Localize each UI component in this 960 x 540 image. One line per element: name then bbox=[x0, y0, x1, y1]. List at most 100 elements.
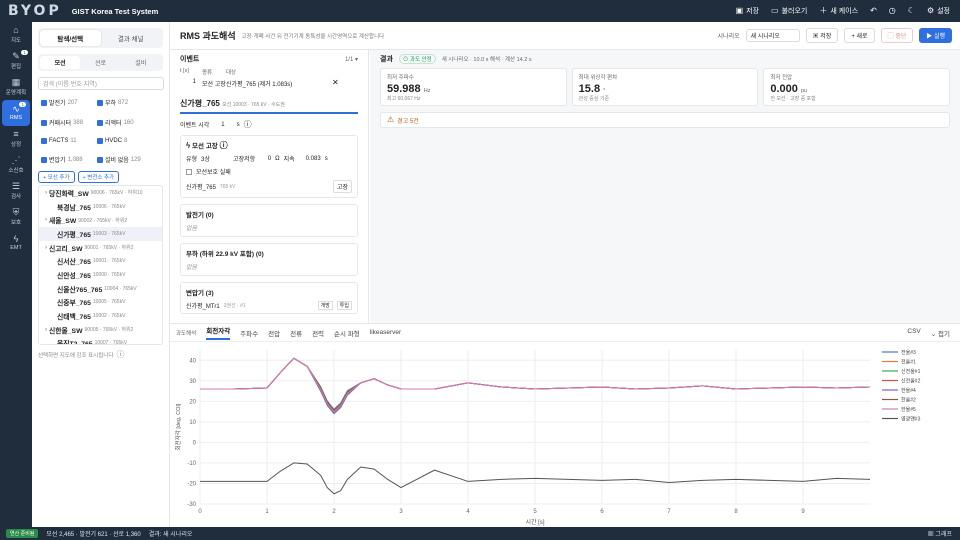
undo-button[interactable]: ↶ bbox=[870, 7, 877, 15]
filter-checkbox[interactable]: 부하 872 bbox=[97, 98, 157, 107]
run-button[interactable]: ▶ 실행 bbox=[919, 28, 952, 43]
info-icon: ⓘ bbox=[219, 141, 228, 150]
theme-button[interactable]: ☾ bbox=[908, 7, 915, 15]
list-item[interactable]: › 신한울_SW 90005 · 765kV · 하위2 bbox=[45, 326, 134, 335]
save-top-button[interactable]: ▣ 저장 bbox=[735, 6, 760, 16]
filter-checkbox[interactable]: FACTS 11 bbox=[41, 138, 93, 144]
list-item[interactable]: › 신고리_SW 90001 · 765kV · 하위2 bbox=[45, 244, 134, 253]
rail-item-7[interactable]: ⛨ 보호 bbox=[10, 207, 22, 227]
csv-button[interactable]: CSV bbox=[907, 327, 921, 335]
series-line bbox=[200, 462, 871, 495]
app-logo: BYOP bbox=[8, 3, 62, 19]
folder-icon: ▭ bbox=[771, 6, 779, 15]
events-pager[interactable]: 1/1 ▾ bbox=[344, 56, 358, 63]
add-bus-button[interactable]: + 모선 추가 bbox=[38, 171, 75, 183]
rail-item-2[interactable]: ▦ 운영계획 bbox=[5, 77, 27, 97]
fault-target-button[interactable]: 고장 bbox=[332, 180, 352, 193]
events-table: t [s] 종류 대상 1 모선 고장 신가평_765 (제거 1.083s) … bbox=[180, 68, 358, 88]
fault-duration-input[interactable]: 0.083 bbox=[305, 155, 321, 162]
tab-chart-3[interactable]: 전류 bbox=[290, 330, 303, 338]
fault-r-input[interactable]: 0 bbox=[267, 155, 272, 162]
close-button[interactable]: 투입 bbox=[336, 301, 352, 310]
scenario-save-button[interactable]: ▣ 저장 bbox=[805, 28, 839, 43]
list-item[interactable]: 신태백_765 10002 · 765kV bbox=[57, 313, 126, 322]
rail-item-0[interactable]: ⌂ 지도 bbox=[10, 25, 22, 45]
list-item[interactable]: › 새울_SW 90002 · 765kV · 하위2 bbox=[45, 217, 128, 226]
rail-item-4[interactable]: ≡ 상정 bbox=[10, 129, 22, 149]
tab-equipment[interactable]: 설비 bbox=[135, 61, 147, 67]
scenario-input[interactable]: 새 시나리오 bbox=[745, 29, 800, 42]
tab-chart-6[interactable]: likeaserver bbox=[369, 329, 402, 336]
events-panel: 이벤트 1/1 ▾ t [s] 종류 대상 1 모선 고장 신가평_765 (제거… bbox=[170, 50, 369, 345]
list-item[interactable]: 울진T2_765 10007 · 765kV bbox=[57, 340, 128, 345]
check-icon bbox=[41, 138, 47, 144]
fault-type-select[interactable]: 3상 bbox=[201, 157, 210, 163]
stop-button[interactable]: ▢ 중단 bbox=[880, 28, 914, 43]
list-item[interactable]: 신가평_765 10003 · 765kV bbox=[39, 227, 162, 241]
search-input[interactable]: 검색 (이름·번호·지역) bbox=[38, 77, 164, 90]
rail-item-3[interactable]: ∿ RMS 1 bbox=[2, 100, 30, 126]
info-icon: ⓘ bbox=[116, 350, 125, 359]
legend-label: 한울#5 bbox=[901, 407, 916, 413]
tab-chart-4[interactable]: 전력 bbox=[312, 330, 325, 338]
filter-checkbox[interactable]: 리액터 160 bbox=[97, 118, 157, 127]
tab-line[interactable]: 선로 bbox=[94, 61, 107, 67]
scenario-new-button[interactable]: + 새로 bbox=[844, 28, 875, 43]
filter-checkbox[interactable]: 커패시터 388 bbox=[41, 118, 93, 127]
filter-checkbox[interactable]: HVDC 8 bbox=[97, 138, 157, 144]
tab-bus[interactable]: 모선 bbox=[40, 56, 81, 69]
load-button[interactable]: ▭ 불러오기 bbox=[771, 6, 808, 16]
legend-label: 한울#4 bbox=[901, 388, 916, 394]
add-substation-button[interactable]: + 변전소 추가 bbox=[77, 171, 120, 183]
list-item[interactable]: 신서산_765 10001 · 765kV bbox=[57, 258, 126, 267]
tab-chart-1[interactable]: 주파수 bbox=[240, 330, 259, 338]
x-tick-label: 0 bbox=[198, 509, 202, 515]
tab-chart-2[interactable]: 전압 bbox=[268, 330, 281, 338]
x-tick-label: 4 bbox=[466, 509, 470, 515]
filter-checkbox[interactable]: 설비 없음 129 bbox=[97, 155, 157, 164]
page-subtitle: 고장·개폐 사건 뒤 전기기계 동특성을 시간영역으로 계산합니다 bbox=[241, 33, 385, 40]
warning-icon: ⚠ bbox=[387, 115, 395, 124]
legend-label: 전울#1 bbox=[901, 359, 916, 366]
list-item[interactable]: 신울산765_765 10004 · 765kV bbox=[57, 285, 137, 294]
chart-toggle[interactable]: ▦ 그래프 bbox=[927, 532, 952, 538]
event-kind[interactable]: 모선 고장 bbox=[202, 82, 226, 88]
col-kind: 종류 bbox=[202, 70, 213, 76]
filter-checkbox[interactable]: 발전기 207 bbox=[41, 98, 93, 107]
settings-button[interactable]: ⚙ 설정 bbox=[926, 6, 950, 16]
rail-item-1[interactable]: ✎ 편집 1 bbox=[10, 50, 28, 70]
history-button[interactable]: ◷ bbox=[889, 7, 896, 15]
chevron-right-icon: › bbox=[45, 189, 47, 196]
list-item[interactable]: 북경남_765 10006 · 765kV bbox=[57, 203, 126, 212]
protection-checkbox[interactable] bbox=[186, 168, 192, 175]
rail-item-6[interactable]: ☰ 검사 bbox=[10, 181, 22, 201]
warning-bar[interactable]: ⚠ 경고 5건 bbox=[380, 112, 950, 128]
edit-icon: ✎ bbox=[12, 51, 20, 61]
tab-chart-0[interactable]: 회전자각 bbox=[206, 325, 231, 340]
y-axis-label: 회전자각 [deg, COI] bbox=[174, 403, 182, 450]
event-target[interactable]: 신가평_765 (제거 1.083s) bbox=[226, 82, 293, 88]
rail-item-8[interactable]: ϟ EMT bbox=[10, 234, 22, 252]
list-icon: ≡ bbox=[13, 129, 19, 139]
tab-chart-5[interactable]: 순시 파형 bbox=[334, 330, 360, 338]
legend-label: 전울#3 bbox=[901, 349, 916, 356]
new-case-button[interactable]: ＋ 새 케이스 bbox=[819, 6, 859, 16]
close-icon[interactable]: ✕ bbox=[332, 78, 339, 87]
list-item[interactable]: › 당진화력_SW 90006 · 765kV · 하위10 bbox=[45, 189, 143, 198]
open-button[interactable]: 개방 bbox=[317, 301, 333, 310]
col-time: t [s] bbox=[180, 68, 189, 74]
tab-explore[interactable]: 탐색/선택 bbox=[40, 30, 101, 46]
type-tabs: 모선 선로 설비 bbox=[38, 54, 163, 71]
list-item[interactable]: 신안성_765 10000 · 765kV bbox=[57, 271, 126, 280]
filter-checkbox[interactable]: 변압기 1,088 bbox=[41, 155, 93, 164]
y-tick-label: -30 bbox=[187, 502, 196, 508]
list-item[interactable]: 신중부_765 10005 · 765kV bbox=[57, 299, 126, 308]
chevron-right-icon: › bbox=[45, 326, 47, 333]
tab-result-channel[interactable]: 결과 채널 bbox=[117, 36, 144, 43]
rail-item-5[interactable]: ⋰ 소신호 bbox=[8, 155, 24, 175]
load-card: 부하 (하위 22.9 kV 포함) (0) 없음 bbox=[180, 243, 358, 276]
event-time[interactable]: 1 bbox=[192, 79, 196, 85]
x-tick-label: 6 bbox=[600, 509, 604, 515]
start-input[interactable]: 1 bbox=[221, 121, 225, 128]
collapse-button[interactable]: ⌄ 접기 bbox=[930, 330, 950, 338]
